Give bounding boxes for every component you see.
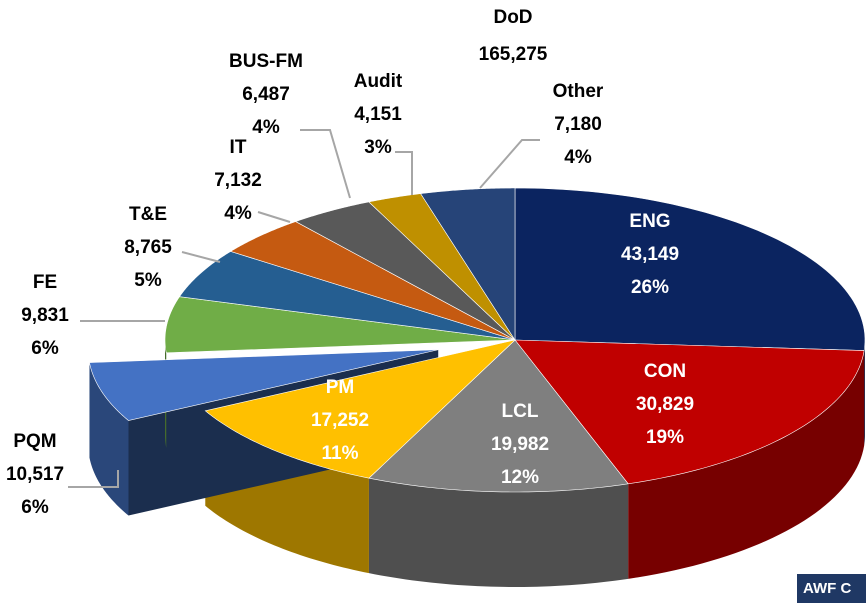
slice-side	[864, 340, 865, 446]
value-label: 9,831	[21, 305, 69, 326]
value-label: 30,829	[636, 394, 694, 415]
slice-label: LCL	[502, 401, 539, 422]
percent-label: 4%	[224, 203, 252, 224]
slice-side	[628, 350, 865, 579]
slice-label: T&E	[129, 204, 167, 225]
slice-label: FE	[33, 272, 57, 293]
leader-line	[181, 251, 221, 263]
value-label: 10,517	[6, 464, 64, 485]
value-label: 8,765	[124, 237, 172, 258]
slice-side	[368, 478, 629, 587]
percent-label: 4%	[252, 117, 280, 138]
value-label: 7,132	[214, 170, 262, 191]
percent-label: 6%	[31, 338, 59, 359]
slice	[294, 201, 516, 341]
percent-label: 26%	[631, 277, 669, 298]
slice	[204, 339, 517, 479]
value-label: 17,252	[311, 410, 369, 431]
slice	[164, 296, 516, 354]
percent-label: 12%	[501, 467, 539, 488]
slice	[178, 251, 516, 341]
percent-label: 11%	[322, 443, 359, 464]
slice-label: Other	[553, 81, 604, 102]
leader-line	[395, 151, 413, 195]
chart-title: DoD	[493, 7, 532, 28]
slice	[514, 339, 865, 485]
value-label: 6,487	[242, 84, 290, 105]
slice-label: Audit	[354, 71, 403, 92]
slice	[229, 221, 516, 341]
slice	[514, 187, 866, 351]
annotation: AWF C	[803, 580, 851, 597]
value-label: 4,151	[354, 104, 402, 125]
value-label: 43,149	[621, 244, 679, 265]
slice-tops	[89, 187, 866, 493]
slice-label: PM	[326, 377, 355, 398]
leader-line	[300, 129, 351, 199]
slice-label: IT	[230, 137, 247, 158]
slice	[368, 339, 629, 493]
slice	[89, 349, 439, 421]
value-label: 19,982	[491, 434, 549, 455]
annotation-box	[797, 574, 866, 603]
percent-label: 5%	[134, 270, 162, 291]
slice-label: CON	[644, 361, 686, 382]
slice-label: BUS-FM	[229, 51, 303, 72]
value-label: 7,180	[554, 114, 602, 135]
slice	[420, 187, 516, 342]
slice-label: ENG	[629, 211, 670, 232]
leader-line	[68, 470, 119, 488]
percent-label: 3%	[364, 137, 392, 158]
slice-label: PQM	[13, 431, 56, 452]
chart-subtitle: 165,275	[479, 44, 548, 65]
percent-label: 6%	[21, 497, 49, 518]
leader-line	[257, 211, 291, 223]
percent-label: 19%	[646, 427, 684, 448]
leader-line	[479, 139, 540, 189]
percent-label: 4%	[564, 147, 592, 168]
